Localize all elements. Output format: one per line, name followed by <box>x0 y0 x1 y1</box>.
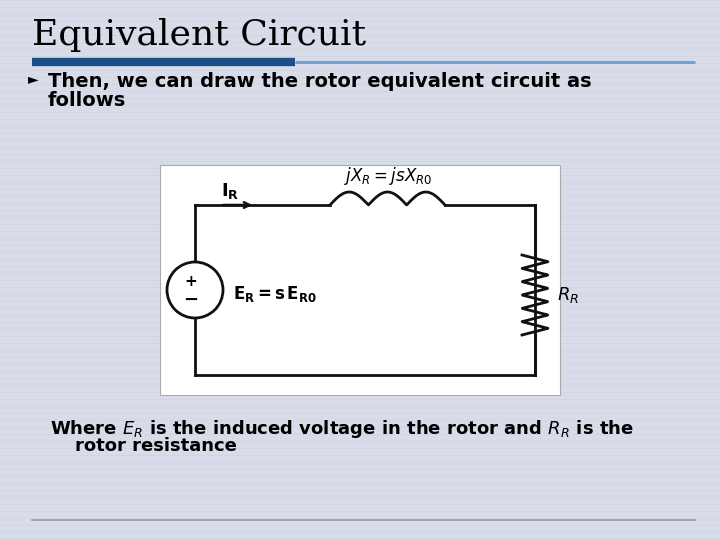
Text: rotor resistance: rotor resistance <box>50 437 237 455</box>
Bar <box>160 165 560 395</box>
Text: $R_R$: $R_R$ <box>557 285 579 305</box>
Text: $\mathbf{E_R = s\,E_{R0}}$: $\mathbf{E_R = s\,E_{R0}}$ <box>233 284 317 304</box>
Text: Then, we can draw the rotor equivalent circuit as: Then, we can draw the rotor equivalent c… <box>48 72 592 91</box>
Text: follows: follows <box>48 91 126 110</box>
Text: −: − <box>184 291 199 309</box>
Text: $\mathbf{I_R}$: $\mathbf{I_R}$ <box>221 181 239 201</box>
Text: $jX_R = jsX_{R0}$: $jX_R = jsX_{R0}$ <box>344 165 432 187</box>
Circle shape <box>167 262 223 318</box>
Text: Equivalent Circuit: Equivalent Circuit <box>32 18 366 52</box>
Text: Where $E_R$ is the induced voltage in the rotor and $R_R$ is the: Where $E_R$ is the induced voltage in th… <box>50 418 634 440</box>
Text: ►: ► <box>28 72 39 86</box>
Text: +: + <box>184 274 197 289</box>
